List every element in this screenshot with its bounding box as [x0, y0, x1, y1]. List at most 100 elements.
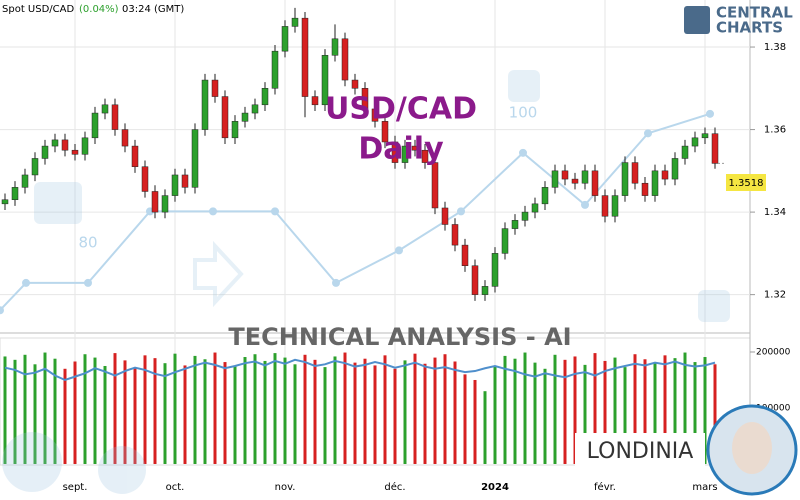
- candle-body: [161, 195, 169, 213]
- volume-line: [4, 358, 716, 382]
- volume-bar: [223, 362, 227, 464]
- volume-bar: [573, 356, 577, 464]
- signature: LONDINIA: [587, 439, 694, 464]
- volume-bar: [163, 363, 167, 464]
- candle-body: [481, 286, 489, 295]
- candle-body: [501, 228, 509, 254]
- x-tick-label: déc.: [384, 481, 405, 493]
- volume-bar: [653, 363, 657, 464]
- decor-icons: [2, 70, 730, 494]
- score-label: 80: [78, 233, 97, 251]
- candle-body: [41, 145, 49, 159]
- candle-body: [361, 88, 369, 110]
- volume-bar: [243, 357, 247, 464]
- volume-bar: [403, 360, 407, 464]
- score-point: [271, 207, 279, 216]
- volume-bar: [13, 359, 17, 464]
- volume-bar: [673, 358, 677, 464]
- candle-body: [291, 17, 299, 27]
- volume-tick-label: 200000: [756, 347, 791, 357]
- chart-title: USD/CAD: [325, 92, 477, 127]
- candle-body: [11, 187, 19, 200]
- candle-body: [391, 141, 399, 163]
- volume-bar: [433, 357, 437, 464]
- candle-body: [241, 112, 249, 122]
- x-tick-label: sept.: [63, 482, 88, 493]
- volume-bar: [493, 365, 497, 464]
- volume-bar: [63, 368, 67, 464]
- candle-body: [251, 104, 259, 114]
- candle-body: [311, 96, 319, 106]
- volume-bar: [343, 352, 347, 464]
- candle-body: [121, 129, 129, 147]
- volume-bar: [643, 359, 647, 464]
- volume-bar: [183, 365, 187, 464]
- candle-body: [261, 88, 269, 106]
- y-tick-label: 1.36: [764, 125, 786, 136]
- candle-body: [541, 187, 549, 205]
- volume-bar: [423, 363, 427, 464]
- candle-body: [201, 79, 209, 130]
- volume-bar: [353, 362, 357, 464]
- score-point: [84, 278, 92, 287]
- candle-body: [221, 96, 229, 139]
- candle-body: [21, 174, 29, 188]
- candle-body: [651, 170, 659, 196]
- volume-bar: [33, 364, 37, 464]
- volume-bar: [683, 352, 687, 464]
- volume-bar: [413, 353, 417, 464]
- volume-bar: [603, 360, 607, 464]
- candle-body: [301, 17, 309, 97]
- volume-bar: [453, 361, 457, 464]
- candle-body: [571, 178, 579, 184]
- volume-bar: [3, 356, 7, 464]
- volume-bar: [313, 359, 317, 464]
- candle-body: [631, 162, 639, 184]
- candle-body: [351, 79, 359, 89]
- chart-subtitle: Daily: [358, 132, 444, 167]
- volume-bar: [473, 379, 477, 464]
- change: (0.04%): [79, 4, 119, 15]
- candle-body: [141, 166, 149, 192]
- candle-body: [681, 145, 689, 159]
- volume-bar: [293, 364, 297, 464]
- candle-body: [581, 170, 589, 184]
- candle-body: [601, 195, 609, 217]
- volume-bar: [703, 357, 707, 464]
- volume-bar: [323, 367, 327, 464]
- volume-bar: [303, 354, 307, 464]
- candle-body: [671, 158, 679, 180]
- volume-bar: [173, 353, 177, 464]
- instrument: Spot USD/CAD: [2, 4, 74, 15]
- volume-bar: [553, 354, 557, 464]
- score-point: [209, 207, 217, 216]
- x-tick-label: oct.: [166, 482, 185, 493]
- candle-body: [371, 108, 379, 122]
- volume-bar: [43, 352, 47, 464]
- candle-body: [711, 133, 719, 164]
- volume-bar: [203, 359, 207, 464]
- volume-bar: [513, 358, 517, 464]
- candle-body: [661, 170, 669, 180]
- volume-bar: [123, 360, 127, 464]
- candle-body: [1, 199, 9, 205]
- volume-bar: [333, 356, 337, 464]
- candle-body: [521, 211, 529, 221]
- candle-body: [551, 170, 559, 188]
- score-point: [22, 278, 30, 287]
- candle-body: [421, 149, 429, 163]
- volume-bar: [83, 354, 87, 464]
- score-point: [457, 207, 465, 216]
- volume-bar: [113, 353, 117, 464]
- signature-box: [575, 433, 705, 471]
- volume-bar: [393, 368, 397, 464]
- volume-bar: [633, 354, 637, 464]
- volume-bar: [623, 367, 627, 464]
- score-point: [581, 200, 589, 209]
- volume-bar: [443, 354, 447, 464]
- volume-bar: [93, 357, 97, 464]
- candle-body: [61, 139, 69, 151]
- candle-body: [381, 121, 389, 143]
- candle-body: [171, 174, 179, 196]
